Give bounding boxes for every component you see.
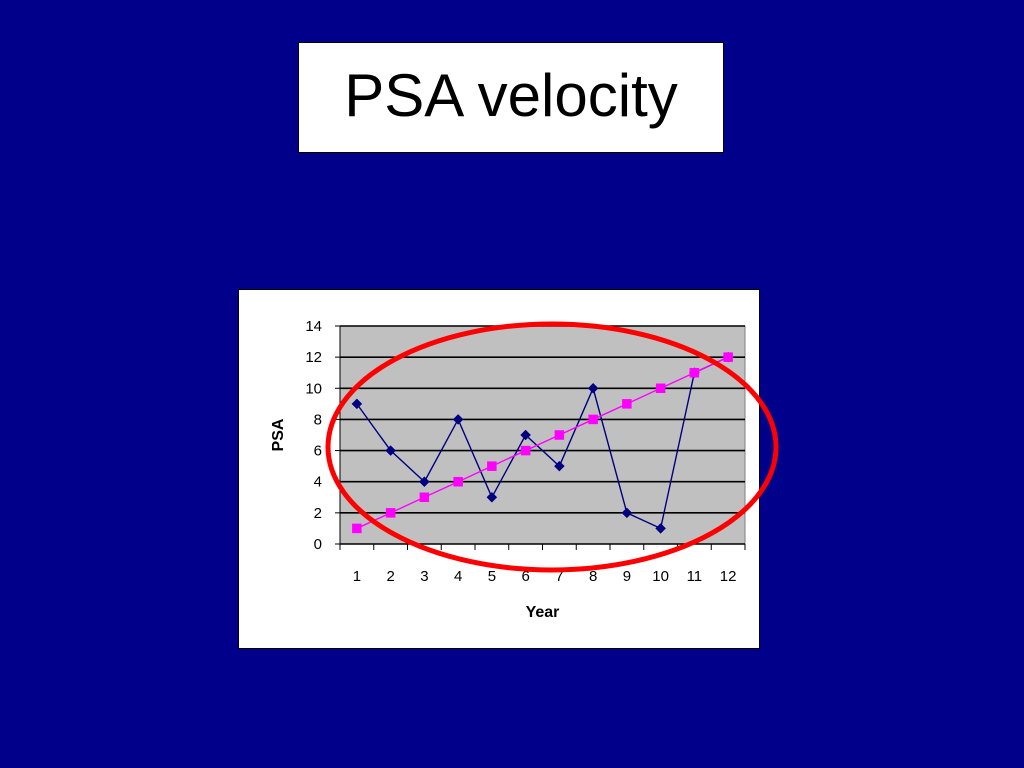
series-2-point: [655, 383, 666, 394]
series-2-point: [689, 367, 700, 378]
y-tick-labels: 0 2 4 6 8 10 12 14: [305, 318, 340, 553]
x-tick-label: 6: [521, 568, 529, 585]
series-2-point: [385, 508, 396, 518]
x-tick-label: 9: [623, 568, 631, 585]
y-tick-label: 4: [314, 474, 322, 491]
y-tick-label: 2: [314, 505, 322, 522]
series-2-point: [622, 399, 632, 409]
chart-box: 0 2 4 6 8 10 12 14 1 2 3 4 5 6 7 8 9 10 11 12 Year PSA: [238, 289, 760, 649]
x-tick-label: 11: [687, 568, 703, 585]
x-tick-label: 5: [488, 568, 496, 585]
x-tick-label: 3: [420, 568, 428, 585]
x-tick-label: 8: [589, 568, 597, 585]
series-2-point: [588, 414, 598, 425]
y-tick-label: 6: [314, 443, 322, 460]
series-2-point: [487, 461, 497, 471]
x-tick-labels: 1 2 3 4 5 6 7 8 9 10 11 12: [339, 544, 746, 585]
y-tick-label: 10: [305, 380, 322, 397]
y-axis-title: PSA: [270, 418, 287, 451]
plot-area: [339, 325, 746, 545]
y-tick-label: 14: [305, 318, 322, 335]
x-tick-label: 2: [386, 568, 394, 585]
x-tick-label: 7: [555, 568, 563, 585]
series-2-point: [520, 445, 531, 456]
y-tick-label: 0: [314, 536, 322, 553]
series-2-point: [352, 523, 362, 534]
x-tick-label: 10: [652, 568, 669, 585]
x-tick-label: 1: [353, 568, 361, 585]
series-2-point: [419, 492, 430, 503]
title-box: PSA velocity: [298, 42, 724, 153]
series-2-point: [554, 430, 565, 440]
x-axis-title: Year: [526, 604, 560, 621]
y-tick-label: 8: [314, 411, 322, 428]
y-tick-label: 12: [305, 349, 322, 366]
x-tick-label: 12: [720, 568, 737, 585]
x-tick-label: 4: [454, 568, 462, 585]
slide-title: PSA velocity: [344, 61, 678, 129]
series-2-point: [453, 476, 463, 487]
series-2-point: [723, 352, 733, 362]
